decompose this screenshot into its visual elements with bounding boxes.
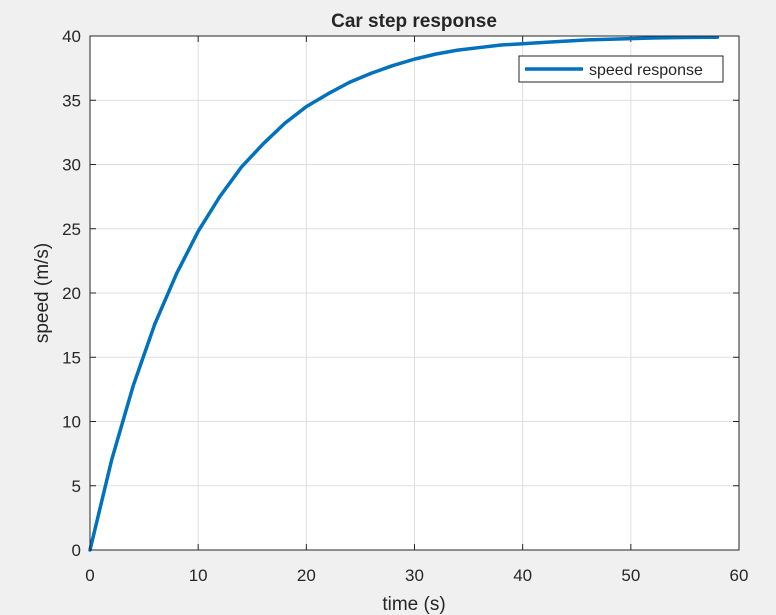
x-tick-label: 30 xyxy=(405,566,424,585)
x-tick-label: 60 xyxy=(730,566,749,585)
y-tick-label: 30 xyxy=(62,156,81,175)
y-tick-label: 40 xyxy=(62,27,81,46)
y-tick-label: 5 xyxy=(72,477,81,496)
x-tick-label: 20 xyxy=(297,566,316,585)
y-tick-label: 35 xyxy=(62,91,81,110)
chart-title: Car step response xyxy=(331,11,497,32)
x-tick-label: 0 xyxy=(85,566,94,585)
y-axis-label: speed (m/s) xyxy=(32,243,53,343)
legend: speed response xyxy=(518,55,724,83)
series-line-speed-response xyxy=(88,35,720,552)
x-tick-label: 10 xyxy=(189,566,208,585)
legend-label: speed response xyxy=(589,62,703,79)
x-axis-label: time (s) xyxy=(382,594,445,615)
series-layer xyxy=(88,35,720,552)
x-tick-label: 50 xyxy=(621,566,640,585)
y-tick-label: 0 xyxy=(72,541,81,560)
axes-box xyxy=(89,35,740,551)
y-tick-label: 25 xyxy=(62,220,81,239)
x-tick-labels: 0 10 20 30 40 50 60 xyxy=(85,566,748,585)
y-tick-label: 20 xyxy=(62,284,81,303)
y-tick-label: 15 xyxy=(62,348,81,367)
y-tick-labels: 0 5 10 15 20 25 30 35 40 xyxy=(62,27,81,560)
x-tick-label: 40 xyxy=(513,566,532,585)
y-tick-label: 10 xyxy=(62,413,81,432)
